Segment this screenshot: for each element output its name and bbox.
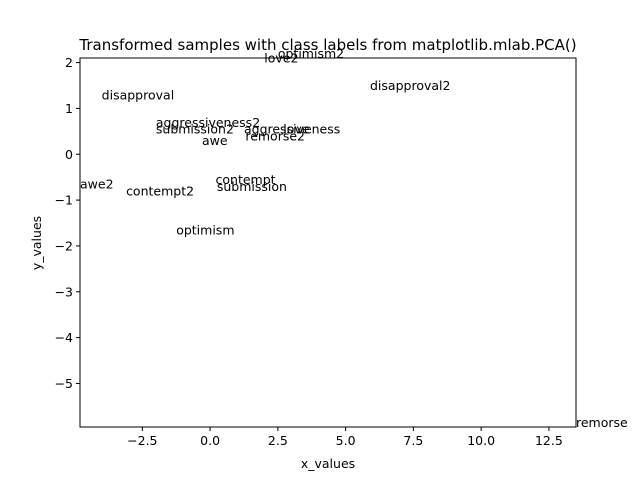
y-axis-label: y_values [29, 216, 44, 270]
point-label-contempt2: contempt2 [126, 184, 194, 199]
axes-frame [79, 57, 577, 428]
x-tick-label: 12.5 [535, 433, 563, 448]
point-label-remorse2: remorse2 [245, 129, 305, 144]
y-tick-label: −3 [55, 284, 73, 299]
y-tick-label: −4 [55, 330, 73, 345]
y-tick-label: 2 [65, 55, 73, 70]
point-label-optimism2: optimism2 [278, 46, 344, 61]
y-tick-label: −1 [55, 193, 73, 208]
x-tick-label: 10.0 [467, 433, 495, 448]
point-label-contempt: contempt [216, 172, 276, 187]
x-tick-label: 2.5 [268, 433, 288, 448]
chart-title: Transformed samples with class labels fr… [78, 36, 576, 54]
x-tick-label: 0.0 [200, 433, 220, 448]
point-label-submission2: submission2 [156, 122, 234, 137]
axis-ticks: −2.5 0.0 2.5 5.0 7.5 10.0 12.5 2 1 0 −1 −2 −3 −4 −5 [55, 55, 563, 448]
y-tick-label: −2 [55, 238, 73, 253]
point-label-submission: submission [217, 179, 287, 194]
x-tick-label: 5.0 [336, 433, 356, 448]
y-tick-label: −5 [55, 376, 73, 391]
x-tick-label: −2.5 [127, 433, 157, 448]
point-label-awe: awe [202, 133, 228, 148]
point-label-disapproval2: disapproval2 [370, 78, 450, 93]
point-label-love: love [283, 122, 310, 137]
point-label-disapproval: disapproval [102, 87, 175, 102]
point-labels: optimism2love2disapproval2disapprovalagg… [80, 46, 628, 430]
point-label-aggressiveness2: aggressiveness2 [156, 115, 260, 130]
x-axis-label: x_values [301, 456, 355, 471]
point-label-remorse: remorse [576, 415, 628, 430]
point-label-optimism: optimism [176, 222, 234, 237]
point-label-awe2: awe2 [80, 177, 114, 192]
point-label-aggressiveness: aggressiveness [244, 122, 340, 137]
y-tick-label: 0 [65, 147, 73, 162]
x-tick-label: 7.5 [403, 433, 423, 448]
y-tick-label: 1 [65, 101, 73, 116]
